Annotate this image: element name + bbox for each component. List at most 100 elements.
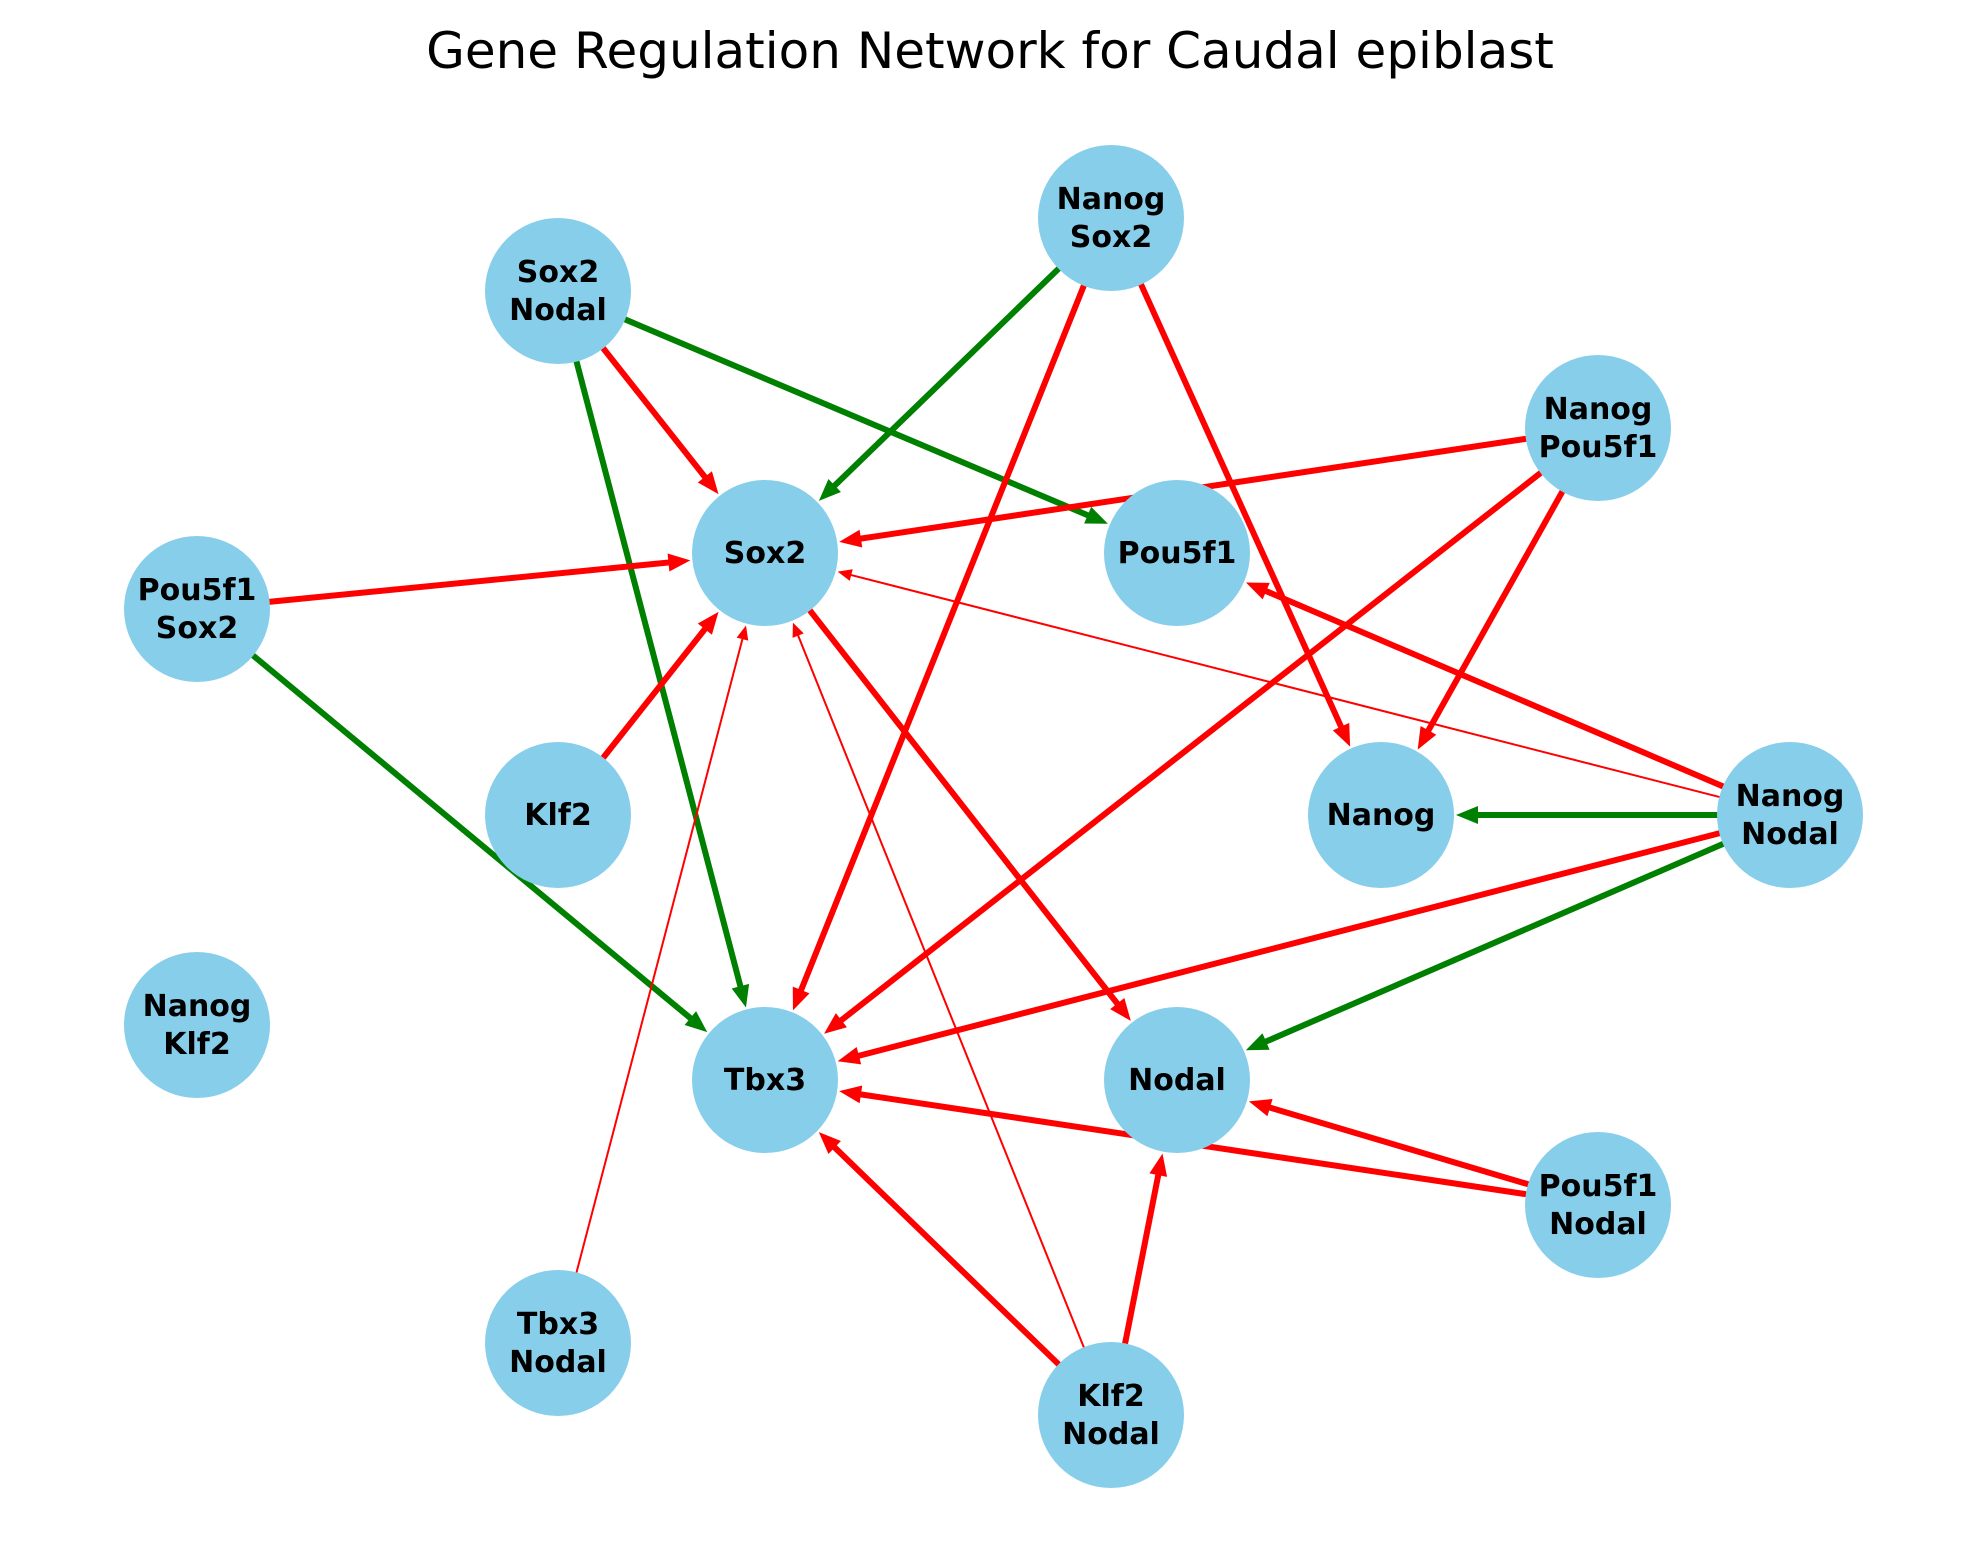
node-circle (1104, 480, 1250, 626)
edge-line (1424, 488, 1566, 734)
node-circle (1308, 742, 1454, 888)
node-label: Pou5f1 (1118, 536, 1237, 571)
edge-tbx3-nodal-to-sox2 (575, 625, 749, 1275)
edge-line (622, 315, 1091, 519)
node-label: Nodal (509, 1345, 607, 1380)
edge-nanog-nodal-to-nodal (1245, 840, 1727, 1051)
edge-klf2-nodal-to-tbx3 (818, 1132, 1063, 1368)
node-nodal: Nodal (1104, 1007, 1250, 1153)
arrowhead (1332, 722, 1351, 747)
edge-line (806, 607, 1121, 1008)
node-circle (1038, 1342, 1184, 1488)
node-circle (124, 952, 270, 1098)
node-label: Nodal (509, 293, 607, 328)
node-circle (485, 218, 631, 364)
edge-nanog-pou5f1-to-tbx3 (824, 469, 1544, 1034)
node-circle (692, 480, 838, 626)
node-tbx3: Tbx3 (692, 1007, 838, 1153)
edge-line (599, 625, 709, 762)
edge-klf2-to-sox2 (599, 611, 719, 762)
node-circle (692, 1007, 838, 1153)
arrowhead (839, 529, 863, 548)
node-label: Nodal (1062, 1417, 1160, 1452)
arrowhead (736, 625, 749, 641)
edge-klf2-nodal-to-nodal (1121, 1153, 1168, 1346)
node-circle (1525, 1132, 1671, 1278)
node-sox2: Sox2 (692, 480, 838, 626)
edge-line (599, 344, 709, 481)
edge-nanog-nodal-to-pou5f1 (1245, 582, 1726, 790)
edge-line (831, 1143, 1063, 1368)
arrowhead (818, 1132, 841, 1154)
edge-line (249, 652, 694, 1022)
node-label: Nanog (1057, 182, 1166, 217)
node-label: Nanog (1544, 392, 1653, 427)
edge-line (573, 358, 744, 989)
arrowhead (818, 479, 841, 501)
node-label: Pou5f1 (1539, 1169, 1658, 1204)
arrowhead (824, 1013, 847, 1034)
arrowhead (697, 611, 719, 635)
edge-pou5f1-sox2-to-sox2 (267, 553, 691, 606)
arrowhead (1149, 1153, 1168, 1177)
edge-line (1121, 1172, 1162, 1346)
node-nanog: Nanog (1308, 742, 1454, 888)
node-label: Pou5f1 (138, 573, 257, 608)
node-label: Tbx3 (724, 1063, 806, 1098)
node-circle (485, 742, 631, 888)
node-label: Sox2 (517, 255, 599, 290)
node-label: Tbx3 (517, 1307, 599, 1342)
arrowhead (792, 986, 810, 1011)
node-label: Pou5f1 (1539, 430, 1658, 465)
node-label: Sox2 (1070, 220, 1152, 255)
node-label: Sox2 (724, 536, 806, 571)
node-circle (1038, 145, 1184, 291)
arrowhead (1245, 582, 1270, 600)
edge-line (796, 633, 1086, 1350)
arrowhead (1248, 1098, 1273, 1117)
node-circle (1104, 1007, 1250, 1153)
edge-sox2-nodal-to-sox2 (599, 344, 719, 495)
edge-line (837, 469, 1544, 1024)
node-label: Nanog (143, 989, 252, 1024)
edge-sox2-nodal-to-pou5f1 (622, 315, 1108, 524)
node-pou5f1: Pou5f1 (1104, 480, 1250, 626)
node-label: Klf2 (524, 798, 591, 833)
diagram-title: Gene Regulation Network for Caudal epibl… (426, 22, 1554, 80)
edge-line (797, 282, 1088, 993)
arrowhead (684, 1011, 708, 1033)
arrowhead (837, 1047, 862, 1065)
node-circle (124, 536, 270, 682)
edge-pou5f1-nodal-to-nodal (1248, 1098, 1531, 1188)
arrowhead (1245, 1033, 1270, 1051)
edge-nanog-nodal-to-tbx3 (837, 829, 1723, 1065)
node-label: Nanog (1736, 779, 1845, 814)
arrowhead (837, 569, 853, 581)
edge-sox2-nodal-to-tbx3 (573, 358, 750, 1008)
node-label: Klf2 (1077, 1379, 1144, 1414)
edge-nanog-sox2-to-tbx3 (792, 282, 1088, 1011)
node-label: Nodal (1741, 817, 1839, 852)
edge-line (856, 829, 1723, 1060)
arrowhead (1084, 506, 1108, 524)
edge-line (575, 636, 744, 1275)
edge-line (1263, 840, 1727, 1046)
arrowhead (731, 983, 750, 1008)
edge-line (831, 265, 1063, 490)
edge-nanog-sox2-to-sox2 (818, 265, 1063, 501)
edge-sox2-to-nodal (806, 607, 1131, 1021)
arrowhead (1456, 806, 1478, 824)
edge-pou5f1-sox2-to-tbx3 (249, 652, 708, 1033)
arrowhead (1417, 725, 1437, 750)
arrowhead (667, 553, 691, 572)
